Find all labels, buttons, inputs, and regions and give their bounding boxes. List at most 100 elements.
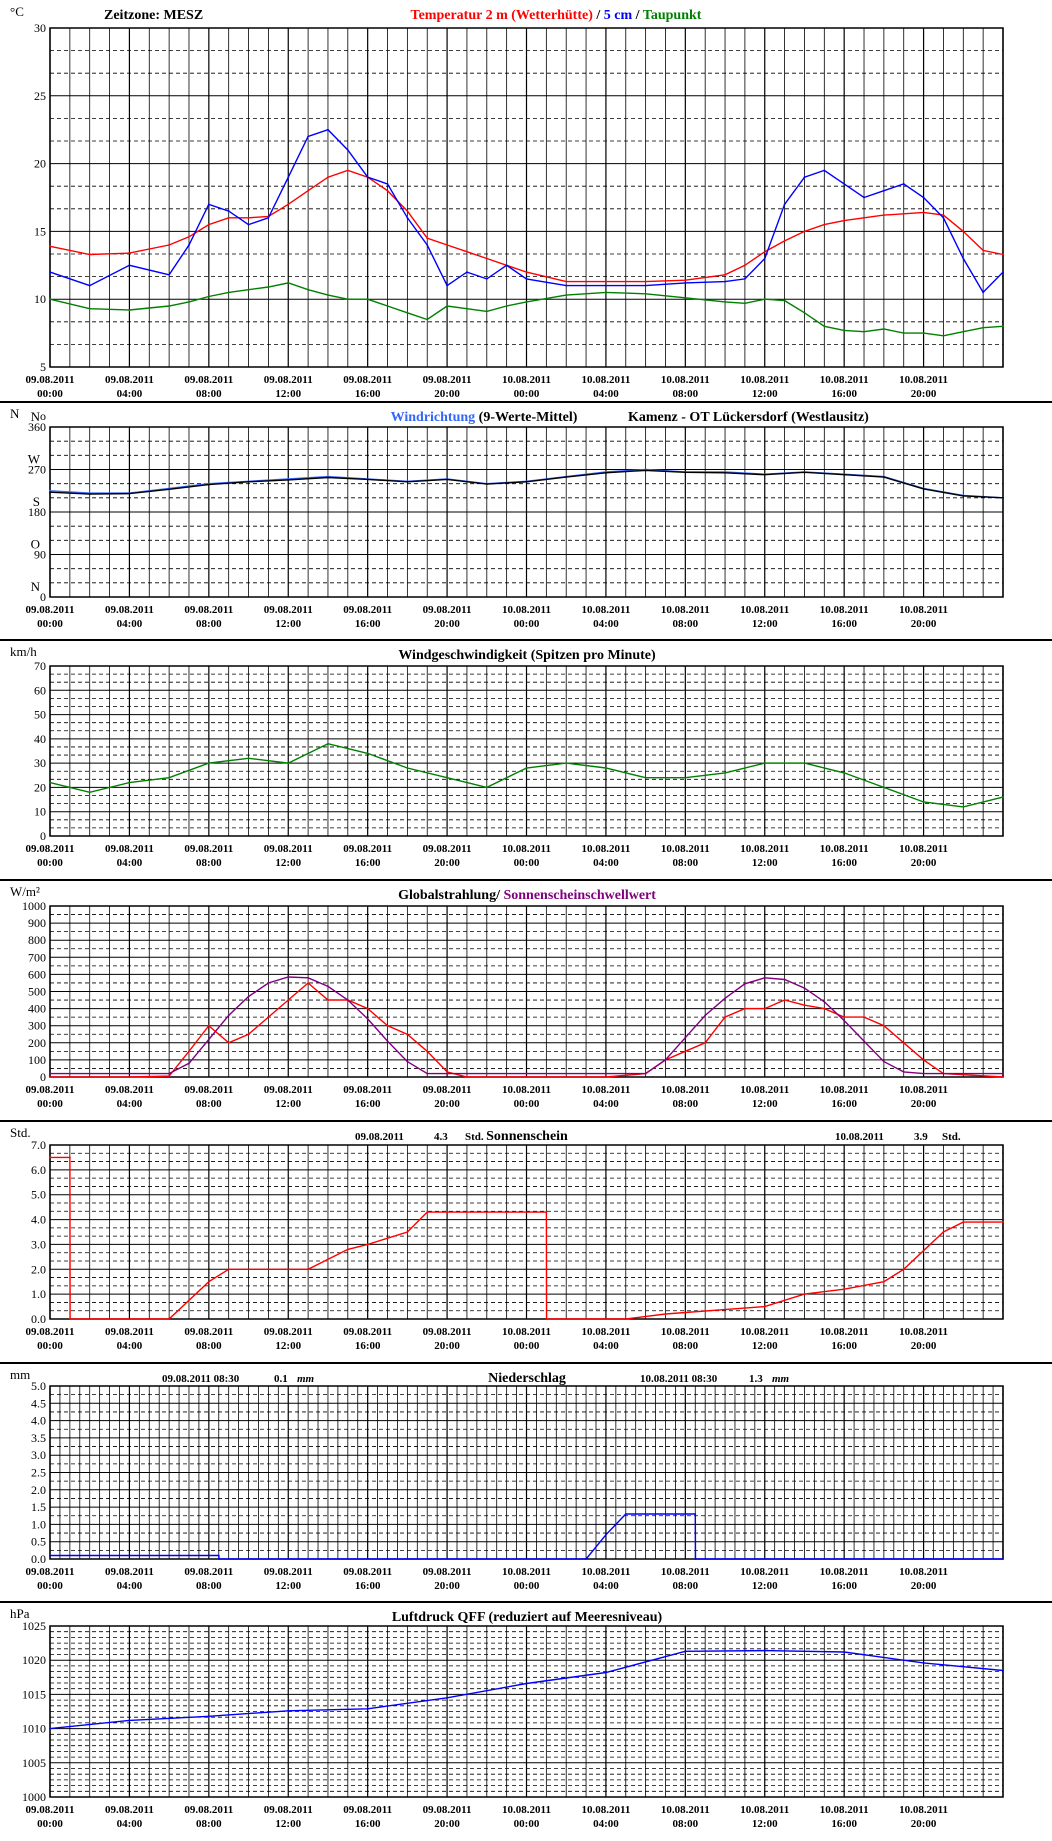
data-point: [426, 237, 429, 240]
data-point: [366, 298, 369, 301]
data-point: [466, 1072, 468, 1075]
x-tick-date: 10.08.2011: [661, 1326, 710, 1338]
x-tick-time: 20:00: [434, 1098, 460, 1110]
data-point: [922, 196, 925, 199]
x-tick-date: 10.08.2011: [899, 1804, 948, 1816]
data-point: [743, 982, 746, 985]
data-point: [922, 1059, 925, 1061]
data-point: [217, 1554, 220, 1557]
x-tick-time: 12:00: [752, 618, 778, 630]
data-point: [49, 781, 51, 784]
data-point: [1002, 1669, 1004, 1672]
data-point: [168, 244, 171, 246]
data-point: [69, 1318, 71, 1320]
x-tick-date: 10.08.2011: [899, 1084, 948, 1096]
data-point: [783, 239, 786, 242]
data-point: [207, 1715, 210, 1718]
y-tick-label: 25: [34, 89, 46, 103]
data-point: [346, 999, 349, 1001]
data-point: [644, 280, 647, 283]
x-tick-date: 10.08.2011: [740, 1326, 789, 1338]
x-tick-time: 04:00: [117, 1818, 143, 1830]
data-point: [287, 976, 290, 978]
x-tick-date: 10.08.2011: [581, 843, 630, 855]
data-point: [287, 478, 290, 481]
data-point: [982, 291, 985, 294]
y-tick-label: 700: [28, 950, 46, 964]
x-tick-date: 09.08.2011: [343, 1566, 392, 1578]
x-tick-date: 09.08.2011: [26, 374, 75, 386]
x-tick-time: 04:00: [117, 1340, 143, 1352]
x-tick-date: 09.08.2011: [264, 1326, 313, 1338]
data-point: [446, 1070, 448, 1073]
y-tick-label: 90: [34, 548, 46, 562]
data-point: [724, 771, 726, 774]
x-tick-date: 09.08.2011: [26, 1084, 75, 1096]
x-tick-date: 09.08.2011: [423, 1326, 472, 1338]
x-tick-date: 10.08.2011: [661, 1084, 710, 1096]
x-tick-date: 09.08.2011: [184, 843, 233, 855]
x-tick-time: 16:00: [355, 1098, 381, 1110]
data-point: [88, 493, 91, 495]
data-point: [605, 1533, 607, 1536]
x-tick-date: 09.08.2011: [26, 1804, 75, 1816]
data-point: [922, 332, 925, 334]
data-point: [803, 987, 806, 989]
x-tick-date: 10.08.2011: [740, 374, 789, 386]
x-tick-time: 08:00: [672, 1340, 698, 1352]
data-point: [743, 1007, 746, 1010]
y-tick-label: 50: [34, 708, 46, 722]
chart-title: Temperatur 2 m (Wetterhütte) / 5 cm / Ta…: [411, 8, 702, 23]
chart-title-part: Sonnenschein: [486, 1129, 568, 1144]
data-point: [446, 1696, 448, 1699]
x-tick-time: 00:00: [37, 1098, 63, 1110]
data-point: [763, 473, 766, 476]
data-point: [882, 1280, 885, 1283]
data-point: [287, 999, 290, 1001]
y-tick-label: 10: [34, 292, 46, 306]
data-point: [446, 478, 448, 481]
data-point: [207, 295, 210, 298]
y-tick-label: 3.5: [31, 1431, 46, 1445]
x-tick-time: 16:00: [831, 1580, 857, 1592]
x-tick-date: 10.08.2011: [502, 843, 551, 855]
data-point: [823, 169, 826, 172]
data-point: [882, 786, 885, 789]
data-point: [605, 767, 607, 769]
x-tick-time: 04:00: [593, 618, 619, 630]
y-tick-label: 1015: [22, 1687, 46, 1701]
y-tick-label: 4.5: [31, 1396, 46, 1410]
x-tick-time: 08:00: [196, 1340, 222, 1352]
data-point: [366, 1707, 369, 1710]
y-tick-label: 1000: [22, 1790, 46, 1804]
data-point: [485, 310, 488, 313]
data-point: [466, 307, 468, 310]
x-tick-time: 00:00: [37, 388, 63, 400]
data-point: [803, 762, 806, 765]
data-point: [783, 203, 786, 206]
day1-unit: mm: [297, 1373, 315, 1385]
x-tick-date: 10.08.2011: [899, 1566, 948, 1578]
x-tick-time: 08:00: [196, 857, 222, 869]
data-point: [247, 288, 250, 291]
data-point: [525, 767, 528, 769]
y-tick-label: 270: [28, 463, 46, 477]
data-point: [803, 230, 806, 233]
data-point: [168, 488, 171, 491]
data-point: [1002, 796, 1004, 799]
data-point: [366, 176, 369, 179]
y-tick-label: 0: [40, 590, 46, 604]
x-tick-date: 09.08.2011: [343, 604, 392, 616]
data-point: [88, 791, 91, 794]
data-point: [128, 309, 131, 311]
x-tick-time: 16:00: [355, 388, 381, 400]
data-point: [327, 476, 329, 479]
x-tick-time: 08:00: [672, 1098, 698, 1110]
data-point: [942, 1231, 945, 1233]
data-point: [505, 264, 508, 267]
data-point: [307, 135, 310, 138]
y-tick-label: 1005: [22, 1756, 46, 1770]
data-point: [49, 489, 51, 492]
data-point: [803, 1004, 806, 1007]
data-point: [605, 1072, 607, 1075]
